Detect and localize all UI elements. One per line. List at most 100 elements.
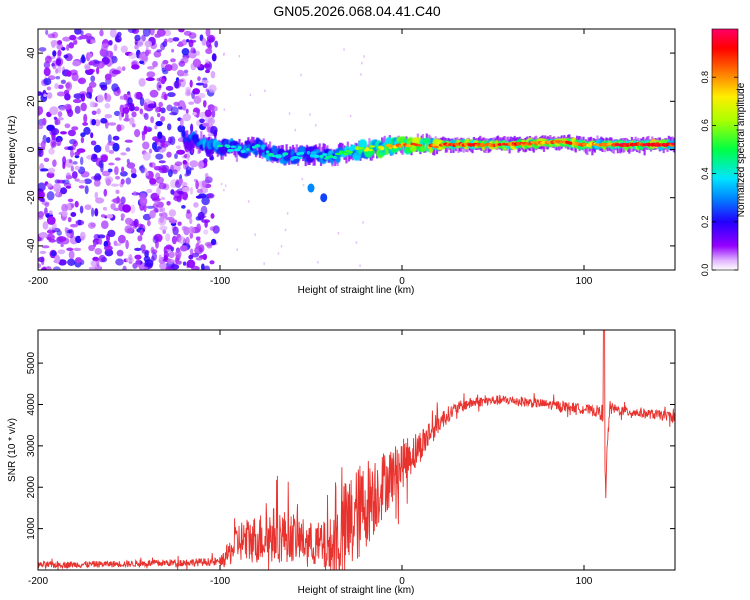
spectrogram-noise-cell bbox=[165, 85, 174, 91]
spectrogram-noise-cell bbox=[93, 144, 102, 153]
spectrogram-noise-cell bbox=[178, 236, 186, 245]
spectrogram-noise-cell bbox=[189, 160, 199, 168]
spectrogram-noise-cell bbox=[172, 37, 180, 42]
spectrogram-noise-cell bbox=[67, 217, 72, 223]
spectrogram-noise-cell bbox=[152, 235, 159, 244]
spectrogram-noise-cell bbox=[178, 60, 186, 67]
spectrogram-noise-cell bbox=[74, 29, 82, 35]
spectrogram-scatter-cell bbox=[359, 264, 361, 267]
spectrogram-noise-cell bbox=[105, 144, 110, 153]
spectrogram-noise-cell bbox=[138, 52, 147, 62]
spectrogram-noise-cell bbox=[48, 210, 53, 216]
spectrogram-noise-cell bbox=[134, 247, 142, 251]
spectrogram-scatter-cell bbox=[254, 233, 256, 236]
spectrogram-noise-cell bbox=[41, 197, 46, 203]
spectrogram-noise-cell bbox=[149, 178, 157, 185]
snr-y-tick-label: 4000 bbox=[26, 393, 37, 416]
spectrogram-noise-cell bbox=[43, 78, 52, 86]
spectrogram-noise-cell bbox=[194, 50, 200, 56]
spectrogram-noise-cell bbox=[71, 171, 78, 179]
spectrogram-noise-cell bbox=[70, 165, 74, 172]
spectrogram-noise-cell bbox=[142, 213, 152, 221]
spectrogram-noise-cell bbox=[89, 101, 96, 108]
spectrogram-noise-cell bbox=[137, 235, 143, 242]
spectrogram-noise-cell bbox=[198, 92, 206, 99]
spectrogram-noise-cell bbox=[38, 91, 42, 96]
spectrogram-noise-cell bbox=[164, 64, 173, 72]
spectrogram-noise-cell bbox=[53, 116, 57, 120]
spectrogram-noise-cell bbox=[90, 132, 94, 139]
spectrogram-noise-cell bbox=[171, 48, 175, 53]
spectrogram-noise-cell bbox=[111, 69, 121, 75]
spectrogram-noise-cell bbox=[205, 48, 213, 55]
spectrogram-noise-cell bbox=[48, 226, 56, 231]
spectrogram-noise-cell bbox=[121, 166, 125, 173]
spectrogram-noise-cell bbox=[63, 54, 69, 59]
spectrogram-noise-cell bbox=[125, 217, 133, 225]
spectrogram-noise-cell bbox=[57, 111, 63, 118]
spectrogram-noise-cell bbox=[120, 171, 128, 177]
spectrogram-noise-cell bbox=[158, 165, 167, 174]
spectrogram-noise-cell bbox=[96, 108, 101, 115]
spectrogram-noise-cell bbox=[145, 171, 149, 176]
spectrogram-ridge-core bbox=[671, 142, 675, 146]
spectrogram-noise-cell bbox=[64, 226, 68, 233]
spectrogram-scatter-cell bbox=[360, 73, 362, 76]
spectrogram-ridge-core bbox=[329, 154, 333, 159]
spectrogram-noise-cell bbox=[182, 261, 187, 266]
spectrogram-noise-cell bbox=[54, 138, 60, 142]
spectrogram-noise-cell bbox=[38, 182, 46, 192]
spectrogram-noise-cell bbox=[112, 142, 120, 152]
spectrogram-noise-cell bbox=[57, 64, 62, 74]
spectrogram-ridge-cell bbox=[181, 129, 187, 139]
spectrogram-noise-cell bbox=[156, 49, 162, 53]
spectrogram-noise-cell bbox=[56, 187, 59, 197]
spectrogram-noise-cell bbox=[200, 205, 208, 216]
spectrogram-noise-cell bbox=[46, 172, 55, 179]
spectrogram-noise-cell bbox=[154, 201, 159, 206]
spectrogram-noise-cell bbox=[125, 147, 131, 152]
spectrogram-noise-cell bbox=[178, 29, 185, 33]
snr-line-layer bbox=[38, 330, 675, 570]
spectrogram-scatter-cell bbox=[300, 73, 302, 77]
spectrogram-ridge-halo bbox=[318, 143, 321, 155]
spectrogram-noise-cell bbox=[134, 129, 141, 138]
spectrogram-noise-cell bbox=[150, 246, 155, 254]
spectrogram-noise-cell bbox=[146, 188, 153, 194]
spectrogram-noise-cell bbox=[168, 209, 177, 217]
spectrogram-ridge-core bbox=[246, 148, 250, 151]
spectrogram-ridge-core bbox=[298, 156, 303, 160]
spectrogram-noise-cell bbox=[90, 260, 98, 267]
spectrogram-noise-cell bbox=[88, 244, 95, 252]
spectrogram-noise-cell bbox=[60, 131, 67, 135]
spectrogram-ridge-core bbox=[380, 146, 385, 151]
spectrogram-noise-cell bbox=[160, 107, 166, 114]
spectrogram-scatter-cell bbox=[249, 93, 252, 97]
spectrogram-ridge-halo bbox=[200, 131, 203, 144]
spectrogram-noise-cell bbox=[42, 221, 49, 230]
spectrogram-noise-cell bbox=[107, 134, 112, 143]
spectrogram-noise-cell bbox=[78, 179, 86, 184]
spectrogram-noise-cell bbox=[134, 106, 140, 112]
spectrogram-noise-cell bbox=[183, 226, 190, 236]
spectrogram-noise-cell bbox=[143, 125, 148, 135]
spectrogram-noise-cell bbox=[134, 44, 139, 50]
spectrogram-noise-cell bbox=[197, 160, 205, 170]
spectrogram-noise-cell bbox=[84, 65, 91, 71]
spectrogram-noise-cell bbox=[159, 207, 166, 213]
spectrogram-noise-cell bbox=[204, 176, 213, 184]
spectrogram-y-tick-label: 20 bbox=[26, 95, 37, 107]
spectrogram-noise-cell bbox=[174, 153, 178, 160]
spectrogram-noise-cell bbox=[201, 38, 207, 46]
spectrogram-noise-cell bbox=[115, 258, 124, 266]
spectrogram-noise-cell bbox=[74, 165, 80, 171]
spectrogram-noise-cell bbox=[185, 86, 192, 93]
spectrogram-noise-cell bbox=[212, 130, 218, 137]
spectrogram-noise-cell bbox=[146, 71, 156, 78]
spectrogram-noise-cell bbox=[209, 226, 216, 232]
spectrogram-noise-cell bbox=[167, 169, 173, 178]
spectrogram-noise-cell bbox=[70, 149, 74, 158]
spectrogram-ridge-core bbox=[530, 141, 536, 144]
spectrogram-ridge-core bbox=[282, 152, 289, 156]
spectrogram-noise-cell bbox=[186, 152, 190, 162]
